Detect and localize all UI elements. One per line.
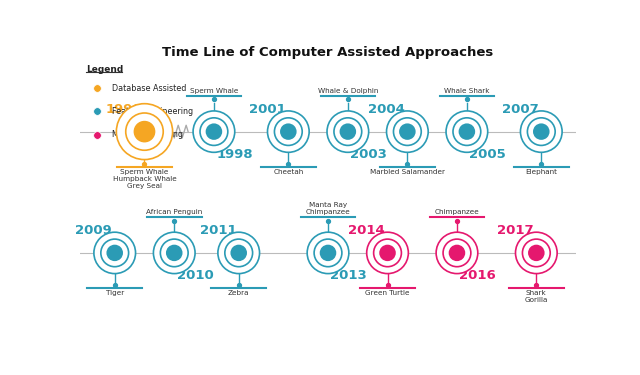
Text: Shark
Gorilla: Shark Gorilla (525, 290, 548, 303)
Text: 2016: 2016 (460, 269, 496, 282)
Ellipse shape (460, 124, 474, 139)
Ellipse shape (231, 246, 246, 260)
Ellipse shape (154, 232, 195, 274)
Ellipse shape (108, 246, 122, 260)
Ellipse shape (281, 124, 296, 139)
Ellipse shape (367, 232, 408, 274)
Text: 2005: 2005 (469, 147, 506, 160)
Ellipse shape (94, 232, 136, 274)
Ellipse shape (207, 124, 221, 139)
Text: Legend: Legend (86, 65, 124, 74)
Ellipse shape (321, 246, 335, 260)
Text: Whale Shark: Whale Shark (444, 88, 490, 94)
Text: 2011: 2011 (200, 224, 236, 237)
Ellipse shape (436, 232, 478, 274)
Text: 2014: 2014 (348, 224, 385, 237)
Text: Sperm Whale: Sperm Whale (189, 88, 238, 94)
Ellipse shape (443, 239, 471, 267)
Text: 2010: 2010 (177, 269, 214, 282)
Text: Manta Ray
Chimpanzee: Manta Ray Chimpanzee (306, 202, 350, 215)
Ellipse shape (334, 118, 362, 146)
Text: 2007: 2007 (502, 103, 539, 116)
Ellipse shape (193, 111, 235, 152)
Ellipse shape (522, 239, 550, 267)
Text: Chimpanzee: Chimpanzee (435, 209, 479, 215)
Ellipse shape (374, 239, 401, 267)
Text: Time Line of Computer Assisted Approaches: Time Line of Computer Assisted Approache… (163, 46, 493, 60)
Ellipse shape (340, 124, 355, 139)
Ellipse shape (167, 246, 182, 260)
Text: Marbled Salamander: Marbled Salamander (370, 169, 445, 175)
Text: Database Assisted: Database Assisted (112, 84, 186, 93)
Ellipse shape (394, 118, 421, 146)
Ellipse shape (520, 111, 562, 152)
Text: Green Turtle: Green Turtle (365, 290, 410, 296)
Text: Whale & Dolphin: Whale & Dolphin (317, 88, 378, 94)
Ellipse shape (515, 232, 557, 274)
Text: Feature Engineering: Feature Engineering (112, 107, 193, 116)
Ellipse shape (327, 111, 369, 152)
Ellipse shape (116, 104, 173, 160)
Ellipse shape (225, 239, 253, 267)
Text: Cheetah: Cheetah (273, 169, 303, 175)
Ellipse shape (453, 118, 481, 146)
Ellipse shape (307, 232, 349, 274)
Ellipse shape (449, 246, 465, 260)
Ellipse shape (446, 111, 488, 152)
Text: 2001: 2001 (249, 103, 286, 116)
Text: Sperm Whale
Humpback Whale
Grey Seal: Sperm Whale Humpback Whale Grey Seal (113, 169, 177, 189)
Text: 2004: 2004 (368, 103, 405, 116)
Text: Tiger: Tiger (106, 290, 124, 296)
Ellipse shape (125, 113, 163, 150)
Text: 2013: 2013 (330, 269, 367, 282)
Text: 1990: 1990 (106, 103, 142, 116)
Ellipse shape (527, 118, 555, 146)
Text: African Penguin: African Penguin (146, 209, 202, 215)
Ellipse shape (101, 239, 129, 267)
Ellipse shape (400, 124, 415, 139)
Ellipse shape (314, 239, 342, 267)
Ellipse shape (268, 111, 309, 152)
Text: 2017: 2017 (497, 224, 534, 237)
Ellipse shape (161, 239, 188, 267)
Ellipse shape (387, 111, 428, 152)
Ellipse shape (529, 246, 544, 260)
Text: 2009: 2009 (76, 224, 112, 237)
Text: 2003: 2003 (350, 147, 387, 160)
Ellipse shape (134, 122, 154, 142)
Text: Machine Learning: Machine Learning (112, 130, 183, 139)
Ellipse shape (534, 124, 548, 139)
Text: Zebra: Zebra (228, 290, 250, 296)
Ellipse shape (275, 118, 302, 146)
Ellipse shape (200, 118, 228, 146)
Ellipse shape (218, 232, 260, 274)
Ellipse shape (380, 246, 395, 260)
Text: Elephant: Elephant (525, 169, 557, 175)
Text: 1998: 1998 (216, 147, 253, 160)
